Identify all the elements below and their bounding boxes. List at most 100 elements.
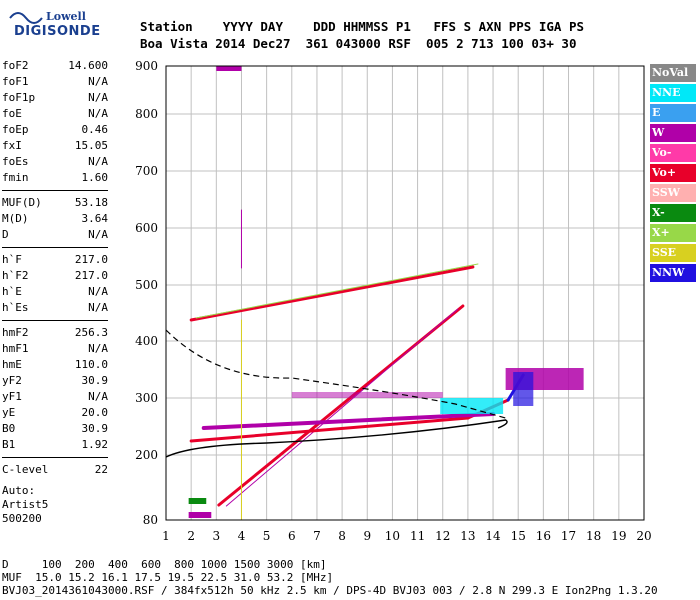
x-tick-label: 15: [511, 529, 526, 543]
y-tick-label: 300: [135, 391, 158, 405]
param-value: N/A: [88, 342, 108, 355]
echo-spread-nne: [440, 398, 504, 414]
param-key: D: [2, 228, 9, 241]
param-row: h`F 217.0: [2, 252, 108, 268]
param-key: h`Es: [2, 301, 29, 314]
param-value: 0.46: [81, 123, 109, 136]
legend-item: NNE: [650, 84, 696, 102]
param-value: N/A: [88, 91, 108, 104]
echo-trace-1F: [189, 416, 470, 443]
param-value: N/A: [88, 155, 108, 168]
y-tick-label: 900: [135, 59, 158, 73]
plot-grid: [165, 65, 645, 521]
footer-muf-row: MUF 15.0 15.2 16.1 17.5 19.5 22.5 31.0 5…: [2, 571, 334, 584]
x-tick-label: 1: [162, 529, 170, 543]
x-tick-label: 5: [263, 529, 271, 543]
param-key: C-level: [2, 463, 49, 476]
param-key: MUF(D): [2, 196, 42, 209]
logo-line2: DIGISONDE: [14, 24, 101, 39]
x-tick-label: 12: [435, 529, 450, 543]
legend-item: W: [650, 124, 696, 142]
footer-file-row: BVJ03_2014361043000.RSF / 384fx512h 50 k…: [2, 584, 658, 597]
legend-item: X-: [650, 204, 696, 222]
param-value: 3.64: [81, 212, 109, 225]
x-tick-label: 11: [410, 529, 425, 543]
param-separator: [2, 457, 108, 458]
legend-item: Vo-: [650, 144, 696, 162]
param-key: h`E: [2, 285, 22, 298]
param-value: 22: [94, 463, 108, 476]
param-value: 53.18: [74, 196, 108, 209]
param-row: yF2 30.9: [2, 373, 108, 389]
param-row: yE 20.0: [2, 405, 108, 421]
echo-trace-3F-w: [225, 308, 459, 507]
param-separator: [2, 320, 108, 321]
auto-version: 500200: [2, 512, 42, 525]
echo-low-w: [188, 512, 212, 518]
x-tick-label: 2: [187, 529, 195, 543]
x-tick-label: 20: [636, 529, 651, 543]
param-key: yE: [2, 406, 16, 419]
echo-traces: [165, 66, 584, 521]
echo-top: [216, 66, 242, 71]
param-separator: [2, 247, 108, 248]
param-value: 217.0: [74, 269, 108, 282]
auto-label: Auto:: [2, 484, 36, 497]
param-key: h`F: [2, 253, 22, 266]
echo-low: [188, 498, 207, 504]
param-value: 14.600: [68, 59, 108, 72]
legend-item: E: [650, 104, 696, 122]
param-key: fxI: [2, 139, 22, 152]
logo-wave-icon: [9, 12, 43, 24]
param-key: foE: [2, 107, 22, 120]
param-row: MUF(D) 53.18: [2, 195, 108, 211]
station-header: Station YYYY DAY DDD HHMMSS P1 FFS S AXN…: [140, 18, 700, 52]
param-value: 217.0: [74, 253, 108, 266]
param-value: N/A: [88, 228, 108, 241]
header-values: Boa Vista 2014 Dec27 361 043000 RSF 005 …: [140, 36, 577, 51]
autoscaling-info: Auto: Artist5 500200: [2, 484, 48, 526]
param-key: hmE: [2, 358, 22, 371]
param-key: fmin: [2, 171, 29, 184]
legend-item: SSE: [650, 244, 696, 262]
legend-item: NoVal: [650, 64, 696, 82]
x-tick-label: 6: [288, 529, 296, 543]
x-tick-label: 8: [338, 529, 346, 543]
param-row: yF1 N/A: [2, 389, 108, 405]
param-row: foF1p N/A: [2, 90, 108, 106]
param-value: N/A: [88, 75, 108, 88]
header-labels: Station YYYY DAY DDD HHMMSS P1 FFS S AXN…: [140, 19, 585, 34]
param-value: 256.3: [74, 326, 108, 339]
param-row: foEp 0.46: [2, 122, 108, 138]
param-separator: [2, 190, 108, 191]
param-key: foEp: [2, 123, 29, 136]
model-profile-line: [165, 329, 506, 419]
param-row: hmE 110.0: [2, 357, 108, 373]
param-value: N/A: [88, 285, 108, 298]
echo-trace-spread: [201, 412, 496, 430]
y-tick-label: 400: [135, 334, 158, 348]
logo-line1: Lowell: [46, 10, 86, 23]
param-row: foF1 N/A: [2, 74, 108, 90]
param-key: hmF1: [2, 342, 29, 355]
x-tick-label: 4: [238, 529, 246, 543]
param-key: hmF2: [2, 326, 29, 339]
x-tick-label: 7: [313, 529, 321, 543]
param-value: 110.0: [74, 358, 108, 371]
param-value: 30.9: [81, 374, 109, 387]
x-tick-label: 3: [212, 529, 220, 543]
param-value: 15.05: [74, 139, 108, 152]
x-tick-label: 14: [485, 529, 501, 543]
legend-item: X+: [650, 224, 696, 242]
param-key: foEs: [2, 155, 29, 168]
x-tick-label: 9: [363, 529, 371, 543]
echo-trace-2F-x: [195, 263, 479, 319]
echo-spread-faint: [291, 392, 443, 398]
x-tick-label: 13: [460, 529, 475, 543]
param-key: foF1p: [2, 91, 36, 104]
param-row: C-level 22: [2, 462, 108, 478]
param-key: B1: [2, 438, 16, 451]
legend-item: NNW: [650, 264, 696, 282]
y-tick-label: 700: [135, 164, 158, 178]
